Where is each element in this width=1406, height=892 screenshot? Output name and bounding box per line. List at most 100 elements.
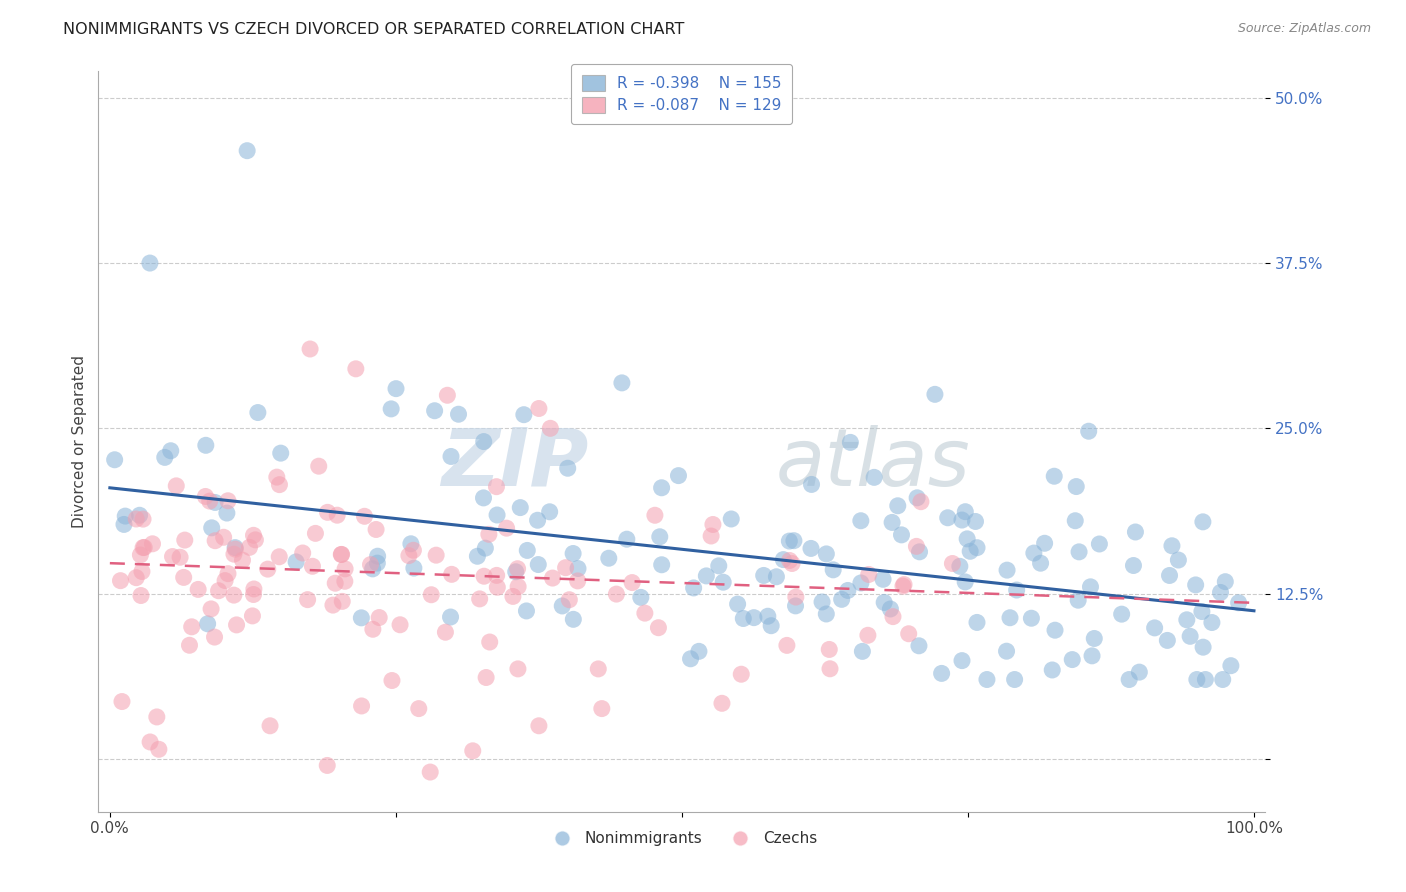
Point	[256, 562, 278, 576]
Point	[558, 592, 581, 607]
Point	[554, 560, 576, 574]
Text: atlas: atlas	[775, 425, 970, 503]
Point	[679, 652, 702, 666]
Point	[818, 642, 841, 657]
Point	[1088, 537, 1111, 551]
Point	[194, 490, 217, 504]
Point	[506, 562, 529, 576]
Point	[630, 591, 652, 605]
Point	[204, 630, 226, 644]
Point	[204, 533, 226, 548]
Point	[125, 571, 148, 585]
Point	[439, 610, 461, 624]
Point	[169, 550, 191, 565]
Point	[402, 561, 425, 575]
Point	[148, 742, 170, 756]
Point	[214, 574, 236, 588]
Point	[366, 556, 388, 570]
Point	[651, 558, 673, 572]
Point	[146, 710, 169, 724]
Point	[955, 505, 977, 519]
Point	[447, 407, 470, 421]
Point	[890, 528, 912, 542]
Point	[858, 567, 880, 582]
Point	[1083, 632, 1105, 646]
Point	[1212, 673, 1234, 687]
Point	[129, 589, 152, 603]
Point	[389, 617, 412, 632]
Point	[897, 626, 920, 640]
Point	[688, 644, 710, 658]
Point	[1178, 629, 1201, 643]
Point	[562, 547, 585, 561]
Point	[434, 625, 457, 640]
Point	[224, 542, 246, 557]
Point	[800, 477, 823, 491]
Point	[700, 529, 723, 543]
Point	[1201, 615, 1223, 630]
Point	[965, 515, 987, 529]
Point	[110, 574, 132, 588]
Text: Source: ZipAtlas.com: Source: ZipAtlas.com	[1237, 22, 1371, 36]
Point	[326, 508, 349, 523]
Point	[380, 401, 402, 416]
Point	[398, 549, 420, 563]
Point	[222, 547, 245, 561]
Point	[461, 744, 484, 758]
Point	[486, 580, 509, 594]
Point	[891, 579, 914, 593]
Point	[1192, 515, 1215, 529]
Point	[238, 541, 260, 555]
Point	[837, 583, 859, 598]
Point	[425, 548, 447, 562]
Point	[516, 543, 538, 558]
Point	[495, 521, 517, 535]
Point	[557, 461, 579, 475]
Point	[291, 546, 314, 560]
Point	[538, 421, 561, 435]
Point	[468, 591, 491, 606]
Point	[953, 574, 976, 589]
Point	[301, 559, 323, 574]
Point	[505, 565, 527, 579]
Point	[823, 563, 845, 577]
Point	[440, 567, 463, 582]
Point	[1005, 582, 1028, 597]
Point	[887, 499, 910, 513]
Point	[1022, 546, 1045, 560]
Point	[742, 610, 765, 624]
Point	[385, 382, 408, 396]
Point	[419, 765, 441, 780]
Point	[538, 505, 561, 519]
Point	[297, 592, 319, 607]
Point	[485, 480, 508, 494]
Point	[350, 611, 373, 625]
Point	[849, 576, 872, 591]
Point	[353, 509, 375, 524]
Point	[134, 541, 156, 555]
Point	[783, 533, 806, 548]
Point	[526, 513, 548, 527]
Point	[936, 510, 959, 524]
Point	[591, 701, 613, 715]
Point	[162, 549, 184, 564]
Point	[1043, 469, 1066, 483]
Point	[707, 558, 730, 573]
Point	[402, 543, 425, 558]
Point	[215, 506, 238, 520]
Point	[132, 512, 155, 526]
Point	[472, 434, 495, 449]
Point	[364, 523, 387, 537]
Point	[905, 540, 928, 554]
Point	[361, 562, 384, 576]
Point	[605, 587, 627, 601]
Point	[194, 438, 217, 452]
Point	[756, 609, 779, 624]
Point	[308, 459, 330, 474]
Point	[114, 509, 136, 524]
Point	[408, 701, 430, 715]
Point	[1213, 574, 1236, 589]
Point	[472, 569, 495, 583]
Point	[621, 575, 644, 590]
Point	[197, 616, 219, 631]
